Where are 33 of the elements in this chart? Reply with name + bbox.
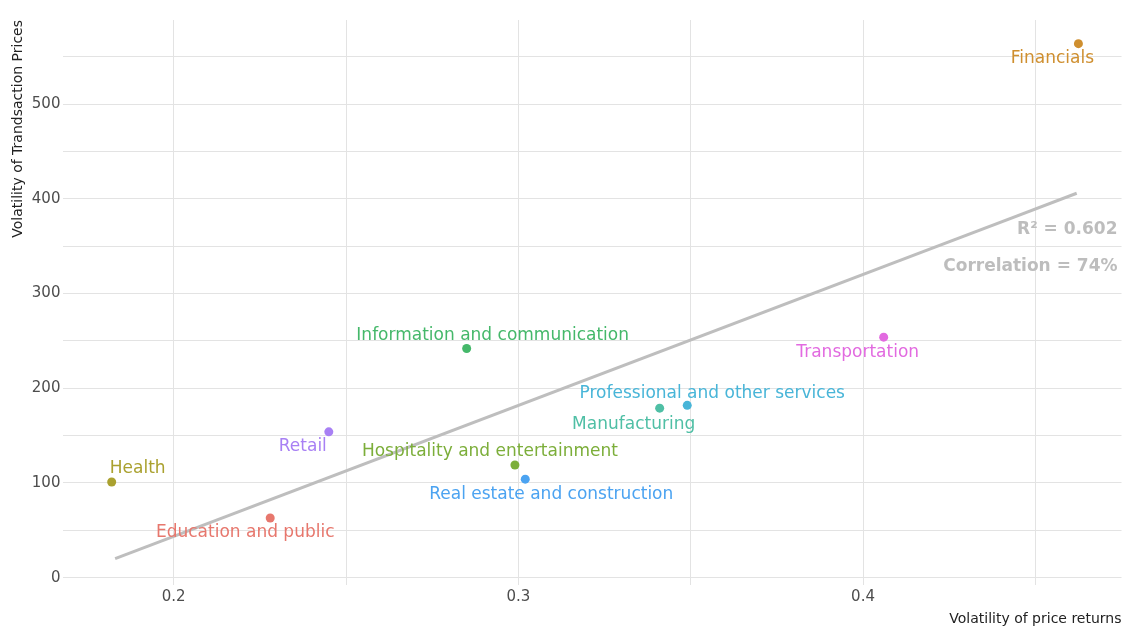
point — [1073, 39, 1083, 49]
y-tick-label: 500 — [31, 94, 61, 113]
point — [462, 344, 472, 354]
series-label: Manufacturing — [572, 412, 696, 433]
series-label: Real estate and construction — [429, 482, 674, 503]
series-label: Professional and other services — [579, 381, 846, 402]
series-label: Financials — [1010, 47, 1095, 68]
series-label: Hospitality and entertainment — [361, 440, 619, 461]
series-label: Health — [109, 457, 166, 478]
point — [879, 332, 889, 342]
x-tick-label: 0.3 — [506, 587, 531, 606]
series-label: Education and public — [155, 521, 335, 542]
point — [107, 477, 117, 487]
y-tick-label: 0 — [50, 567, 61, 586]
x-tick-label: 0.2 — [161, 587, 186, 606]
y-tick-label: 400 — [31, 188, 61, 207]
y-tick-label: 300 — [31, 283, 61, 302]
series-label: Information and communication — [356, 323, 629, 344]
point — [265, 513, 275, 523]
point — [655, 403, 665, 413]
annotation: Correlation = 74% — [943, 255, 1118, 276]
point — [510, 460, 520, 470]
point — [682, 400, 692, 410]
point — [520, 474, 530, 484]
series-label: Transportation — [795, 340, 920, 361]
point — [324, 427, 334, 437]
series-label: Retail — [278, 435, 327, 456]
annotation: R² = 0.602 — [1017, 218, 1118, 239]
y-tick-label: 200 — [31, 378, 61, 397]
x-axis-title: Volatility of price returns — [949, 610, 1122, 627]
y-axis-title: Volatility of Trandsaction Prices — [9, 20, 26, 238]
y-tick-label: 100 — [31, 472, 61, 491]
x-tick-label: 0.4 — [851, 587, 875, 606]
